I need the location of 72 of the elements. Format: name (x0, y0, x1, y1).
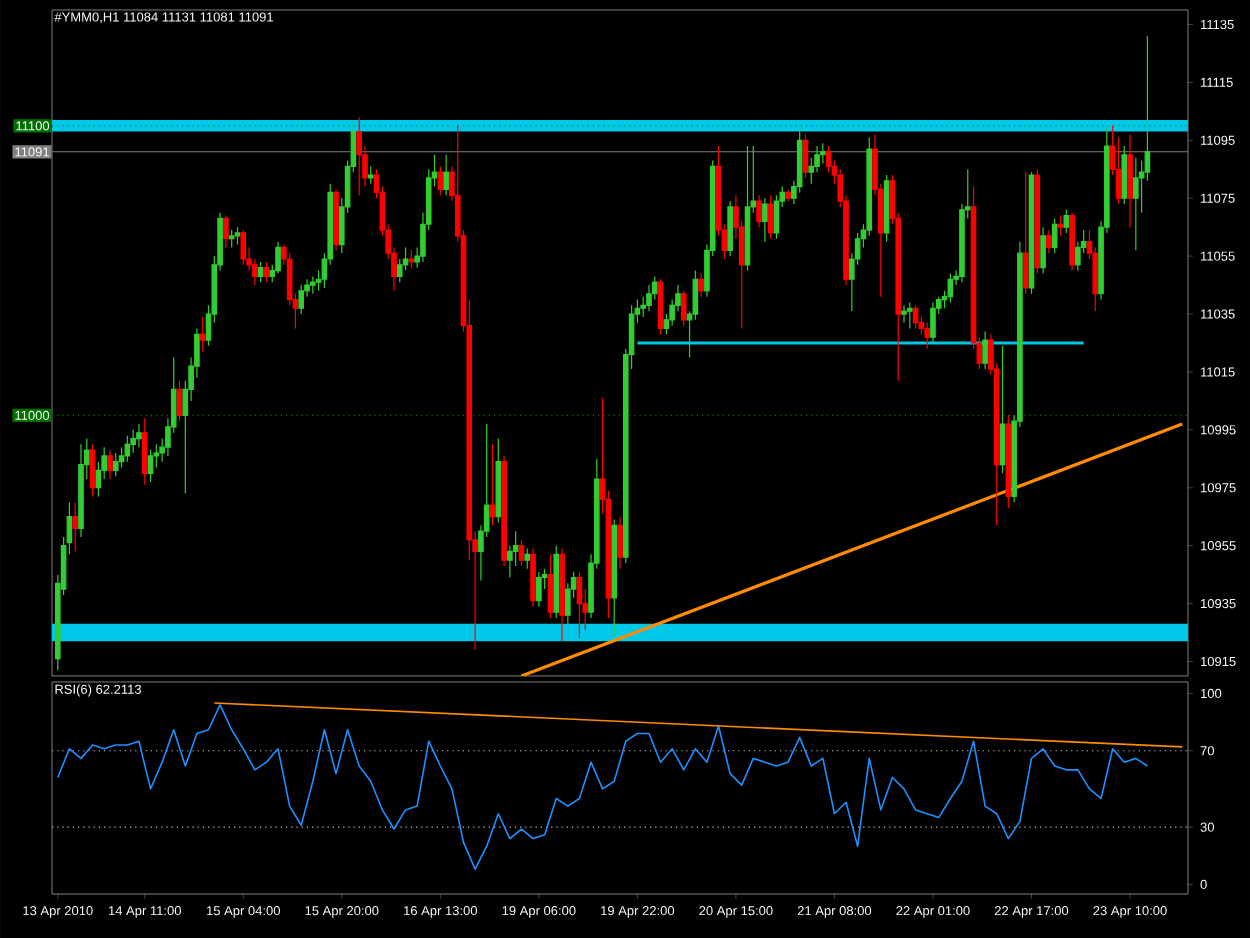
line-series (57, 704, 1149, 870)
candlestick (982, 330, 988, 370)
candlestick (773, 194, 780, 240)
candlestick (408, 249, 415, 269)
candlestick (820, 142, 826, 165)
candlestick (124, 435, 131, 463)
candlestick (559, 547, 565, 642)
candlestick (680, 290, 687, 327)
candlestick (924, 322, 930, 350)
candlestick (576, 571, 583, 639)
candlestick (147, 449, 154, 483)
candlestick (1046, 229, 1052, 254)
candlestick (1022, 171, 1029, 295)
candlestick (136, 423, 142, 448)
candlestick (228, 229, 235, 249)
candlestick (1063, 209, 1070, 234)
candlestick (1057, 214, 1064, 237)
candlestick (912, 304, 919, 330)
candlestick (443, 154, 449, 196)
candlestick (530, 547, 536, 608)
candlestick (223, 214, 229, 249)
candlestick (437, 165, 444, 196)
candlestick (176, 380, 183, 422)
candlestick (611, 519, 618, 637)
candlestick (501, 455, 507, 567)
candlestick (234, 226, 241, 246)
candlestick (762, 197, 768, 243)
candlestick (698, 272, 704, 298)
candlestick (495, 437, 502, 524)
candlestick (275, 241, 281, 275)
candlestick (1069, 212, 1075, 272)
candlestick (547, 553, 554, 619)
candlestick (1127, 133, 1133, 228)
candlestick (1051, 217, 1058, 254)
candlestick (489, 443, 496, 526)
candlestick (130, 429, 136, 454)
candlestick (356, 116, 362, 196)
candlestick (257, 261, 264, 283)
candlestick (107, 449, 113, 480)
candlestick (298, 284, 305, 315)
candlestick (883, 174, 890, 243)
candlestick (906, 301, 913, 330)
candlestick (756, 194, 762, 228)
candlestick (518, 539, 525, 567)
candlestick (553, 545, 560, 619)
candlestick (785, 188, 791, 202)
candlestick (802, 133, 809, 179)
candlestick (524, 547, 531, 570)
candlestick (199, 316, 206, 353)
candlestick (1133, 157, 1139, 251)
candlestick (240, 229, 247, 266)
candlestick (1121, 145, 1128, 205)
candlestick (536, 571, 542, 608)
candlestick (930, 301, 936, 344)
candlestick (767, 194, 774, 240)
candlestick (141, 417, 148, 486)
candlestick (112, 452, 119, 477)
candlestick (1028, 171, 1035, 295)
candlestick (263, 261, 270, 283)
candlestick (72, 501, 78, 553)
candlestick (333, 188, 339, 251)
candlestick (1005, 414, 1012, 509)
candlestick (1040, 226, 1046, 275)
candlestick (727, 200, 733, 257)
candlestick (901, 304, 907, 324)
candlestick (78, 443, 84, 538)
candlestick (89, 443, 96, 498)
candlestick (617, 516, 623, 570)
candlestick (367, 165, 374, 185)
candlestick (1034, 168, 1041, 275)
candlestick (646, 284, 652, 312)
candlestick (310, 275, 316, 295)
